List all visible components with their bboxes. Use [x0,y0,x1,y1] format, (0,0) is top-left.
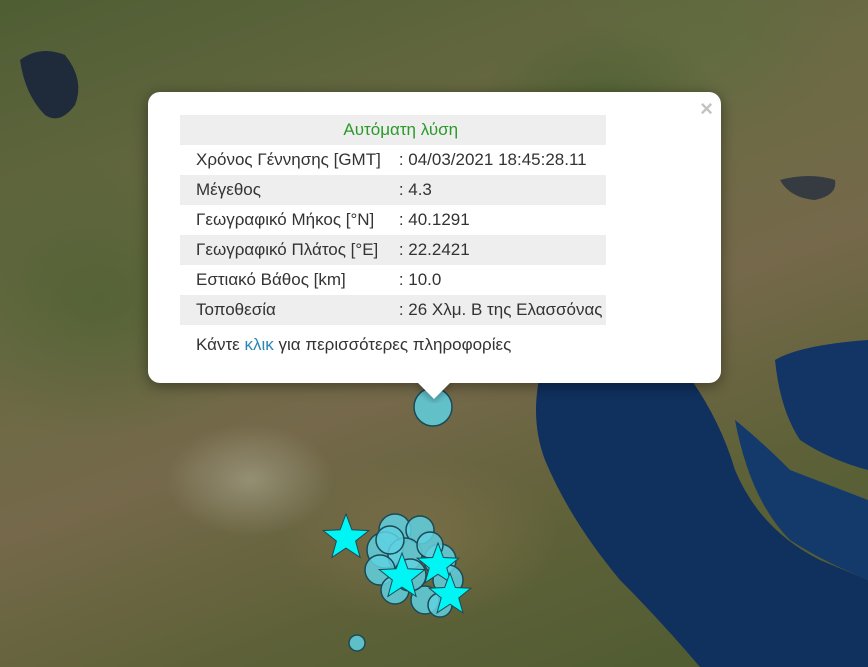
sea [536,369,868,667]
row-label: Γεωγραφικό Πλάτος [°E] [180,235,381,265]
more-info-text: Κάντε κλικ για περισσότερες πληροφορίες [196,335,512,354]
row-value: : 10.0 [398,270,442,289]
sea [735,420,868,580]
close-icon[interactable]: × [700,96,713,121]
major-earthquake-star-marker[interactable] [427,571,473,614]
row-value: : 26 Χλμ. Β της Ελασσόνας [380,295,606,325]
row-value: : 22.2421 [380,235,606,265]
popup-title: Αυτόματη λύση [180,115,606,145]
row-label: Μέγεθος [180,175,381,205]
earthquake-marker[interactable] [348,634,366,652]
more-info-link[interactable]: κλικ [244,335,274,354]
major-earthquake-star-marker[interactable] [415,541,461,584]
row-label: Εστιακό Βάθος [km] [196,270,346,289]
popup-tip [400,383,468,403]
earthquake-marker[interactable] [375,525,405,555]
row-value: : 04/03/2021 18:45:28.11 [398,150,587,169]
earthquake-popup: × Αυτόματη λύση Χρόνος Γέννησης [GMT] : 0… [148,92,721,383]
major-earthquake-star-marker[interactable] [377,551,427,598]
major-earthquake-star-marker[interactable] [321,512,371,559]
lake [780,176,836,200]
row-label: Τοποθεσία [180,295,381,325]
event-details-table: Αυτόματη λύση Χρόνος Γέννησης [GMT] : 04/… [180,115,606,325]
lake [20,51,79,119]
row-label: Γεωγραφικό Μήκος [°N] [196,210,375,229]
sea [775,340,868,470]
row-value: : 40.1291 [398,210,470,229]
row-label: Χρόνος Γέννησης [GMT] [196,150,381,169]
row-value: : 4.3 [380,175,606,205]
